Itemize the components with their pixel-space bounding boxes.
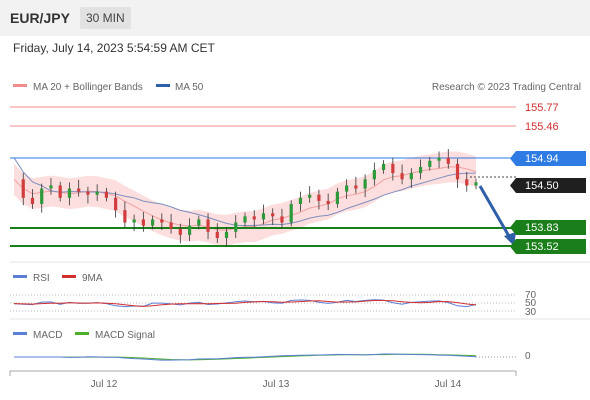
candle-up <box>243 216 247 223</box>
chart-header: EUR/JPY 30 MIN <box>0 0 590 36</box>
candle-up <box>49 185 53 189</box>
macd-line <box>14 353 477 361</box>
level-label-2: 155.46 <box>525 121 559 133</box>
candle-down <box>160 219 164 223</box>
timeframe-badge[interactable]: 30 MIN <box>80 7 131 29</box>
credit-label: Research © 2023 Trading Central <box>432 82 581 93</box>
rsi-ma-legend-label: 9MA <box>82 273 103 284</box>
rsi-label-30: 30 <box>525 307 537 318</box>
level-label-5: 153.52 <box>525 241 559 253</box>
current-price-label: 154.50 <box>525 180 559 192</box>
x-axis-label-2: Jul 13 <box>263 379 290 390</box>
candle-down <box>114 197 118 211</box>
candle-down <box>169 222 173 229</box>
candle-up <box>474 182 478 186</box>
candle-up <box>67 188 72 198</box>
candle-down <box>123 210 127 223</box>
candle-up <box>95 191 99 195</box>
candle-up <box>151 219 155 226</box>
candle-up <box>382 163 386 171</box>
candle-up <box>298 197 303 204</box>
candle-up <box>234 222 238 232</box>
candle-up <box>187 225 192 235</box>
candle-down <box>326 200 330 204</box>
candle-up <box>409 173 413 180</box>
candle-down <box>446 157 450 164</box>
bollinger-band <box>14 151 476 246</box>
macd-signal-legend-label: MACD Signal <box>95 330 155 341</box>
current-price-tag-pointer <box>510 178 516 193</box>
macd-zero-label: 0 <box>525 351 531 362</box>
candle-up <box>261 213 266 220</box>
candle-up <box>363 179 367 189</box>
rsi-ma-line <box>13 300 477 307</box>
level-tag-3-pointer <box>510 151 516 166</box>
chart-datetime: Friday, July 14, 2023 5:54:59 AM CET <box>13 41 215 55</box>
rsi-label-70: 70 <box>525 290 537 301</box>
candle-down <box>271 213 275 217</box>
candle-down <box>77 188 81 192</box>
candle-down <box>317 194 321 201</box>
candle-up <box>428 160 432 167</box>
level-label-1: 155.77 <box>525 102 559 114</box>
ma20-line <box>13 166 477 231</box>
candle-down <box>30 197 35 204</box>
candle-up <box>289 203 293 223</box>
candle-down <box>280 216 284 223</box>
candle-down <box>252 216 256 220</box>
level-tag-4 <box>516 220 586 235</box>
rsi-legend-label: RSI <box>33 273 50 284</box>
candle-up <box>335 191 339 204</box>
ma20-legend-swatch <box>13 84 27 87</box>
macd-legend-label: MACD <box>33 330 62 341</box>
x-axis-label-1: Jul 12 <box>91 379 118 390</box>
ma50-legend-swatch <box>156 84 170 87</box>
ma20-legend-label: MA 20 + Bollinger Bands <box>33 82 143 93</box>
candle-up <box>308 194 312 198</box>
candle-down <box>455 163 460 180</box>
candle-down <box>400 173 404 180</box>
candle-down <box>206 219 210 232</box>
macd-signal-legend-swatch <box>75 332 89 335</box>
rsi-label-50: 50 <box>525 298 537 309</box>
candle-up <box>372 170 376 180</box>
candle-down <box>58 185 62 198</box>
candle-down <box>104 191 108 198</box>
candle-down <box>178 228 182 235</box>
forecast-arrow <box>478 185 512 239</box>
macd-legend-swatch <box>13 332 27 335</box>
candle-up <box>40 188 44 204</box>
candles <box>21 149 478 247</box>
candle-down <box>354 185 358 189</box>
forecast-arrowhead <box>504 232 516 246</box>
current-price-tag <box>516 178 586 193</box>
candle-down <box>465 179 469 186</box>
x-axis-label-3: Jul 14 <box>435 379 462 390</box>
level-label-3: 154.94 <box>525 153 559 165</box>
candle-up <box>224 231 229 238</box>
candle-down <box>215 231 219 238</box>
level-tag-3 <box>516 151 586 166</box>
candle-down <box>86 191 90 195</box>
level-tag-4-pointer <box>510 220 516 235</box>
candle-down <box>391 163 395 174</box>
candle-down <box>21 179 25 198</box>
candle-up <box>418 166 423 174</box>
candle-up <box>437 157 441 161</box>
ma50-legend-label: MA 50 <box>175 82 204 93</box>
candle-up <box>132 219 136 223</box>
level-tag-5-pointer <box>510 239 516 254</box>
rsi-ma-legend-swatch <box>62 275 76 278</box>
symbol-title: EUR/JPY <box>10 10 70 26</box>
level-label-4: 153.83 <box>525 222 559 234</box>
candle-up <box>345 185 349 192</box>
candle-up <box>197 219 201 226</box>
level-tag-5 <box>516 239 586 254</box>
rsi-legend-swatch <box>13 275 27 278</box>
candle-down <box>141 219 145 226</box>
